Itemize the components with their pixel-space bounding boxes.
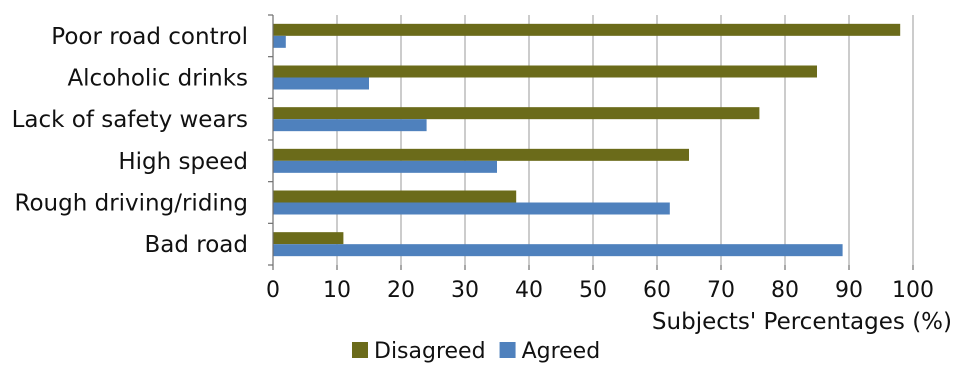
legend-swatch-disagreed xyxy=(352,342,368,358)
x-axis-title: Subjects' Percentages (%) xyxy=(652,309,952,335)
y-tick-label-poor-road-control: Poor road control xyxy=(51,24,248,50)
bar-agreed-poor-road-control xyxy=(273,35,286,48)
bars xyxy=(273,23,901,257)
bar-disagreed-alcoholic-drinks xyxy=(273,65,817,78)
bar-agreed-high-speed xyxy=(273,160,497,173)
x-tick-label-30: 30 xyxy=(451,278,479,303)
bar-disagreed-high-speed xyxy=(273,148,689,161)
y-tick-label-rough-driving-riding: Rough driving/riding xyxy=(15,191,248,217)
y-tick-label-high-speed: High speed xyxy=(118,149,248,175)
bar-agreed-alcoholic-drinks xyxy=(273,77,369,90)
bar-agreed-bad-road xyxy=(273,244,843,257)
x-tick-labels: 0 10 20 30 40 50 60 70 80 90 100 xyxy=(266,278,934,303)
x-tick-label-70: 70 xyxy=(707,278,735,303)
axes xyxy=(268,14,914,270)
x-tick-label-100: 100 xyxy=(892,278,934,303)
x-tick-label-60: 60 xyxy=(643,278,671,303)
y-tick-label-bad-road: Bad road xyxy=(145,232,249,258)
x-tick-label-50: 50 xyxy=(579,278,607,303)
bar-disagreed-poor-road-control xyxy=(273,23,901,36)
legend-swatch-agreed xyxy=(499,342,516,358)
bar-disagreed-lack-of-safety-wears xyxy=(273,107,760,120)
bar-agreed-lack-of-safety-wears xyxy=(273,119,427,132)
legend-label-agreed: Agreed xyxy=(522,339,601,364)
x-tick-label-80: 80 xyxy=(771,278,799,303)
bar-disagreed-rough-driving-riding xyxy=(273,190,517,203)
x-tick-label-20: 20 xyxy=(387,278,415,303)
grid-lines xyxy=(336,15,914,265)
legend-label-disagreed: Disagreed xyxy=(374,339,486,364)
y-tick-labels: Poor road control Alcoholic drinks Lack of… xyxy=(12,24,248,258)
legend: Disagreed Agreed xyxy=(352,339,600,364)
x-tick-label-40: 40 xyxy=(515,278,543,303)
y-tick-label-alcoholic-drinks: Alcoholic drinks xyxy=(67,66,248,92)
x-tick-label-0: 0 xyxy=(266,278,280,303)
x-tick-label-90: 90 xyxy=(835,278,863,303)
y-tick-label-lack-of-safety-wears: Lack of safety wears xyxy=(12,107,248,133)
bar-disagreed-bad-road xyxy=(273,232,344,245)
x-tick-label-10: 10 xyxy=(323,278,351,303)
bar-agreed-rough-driving-riding xyxy=(273,202,670,215)
